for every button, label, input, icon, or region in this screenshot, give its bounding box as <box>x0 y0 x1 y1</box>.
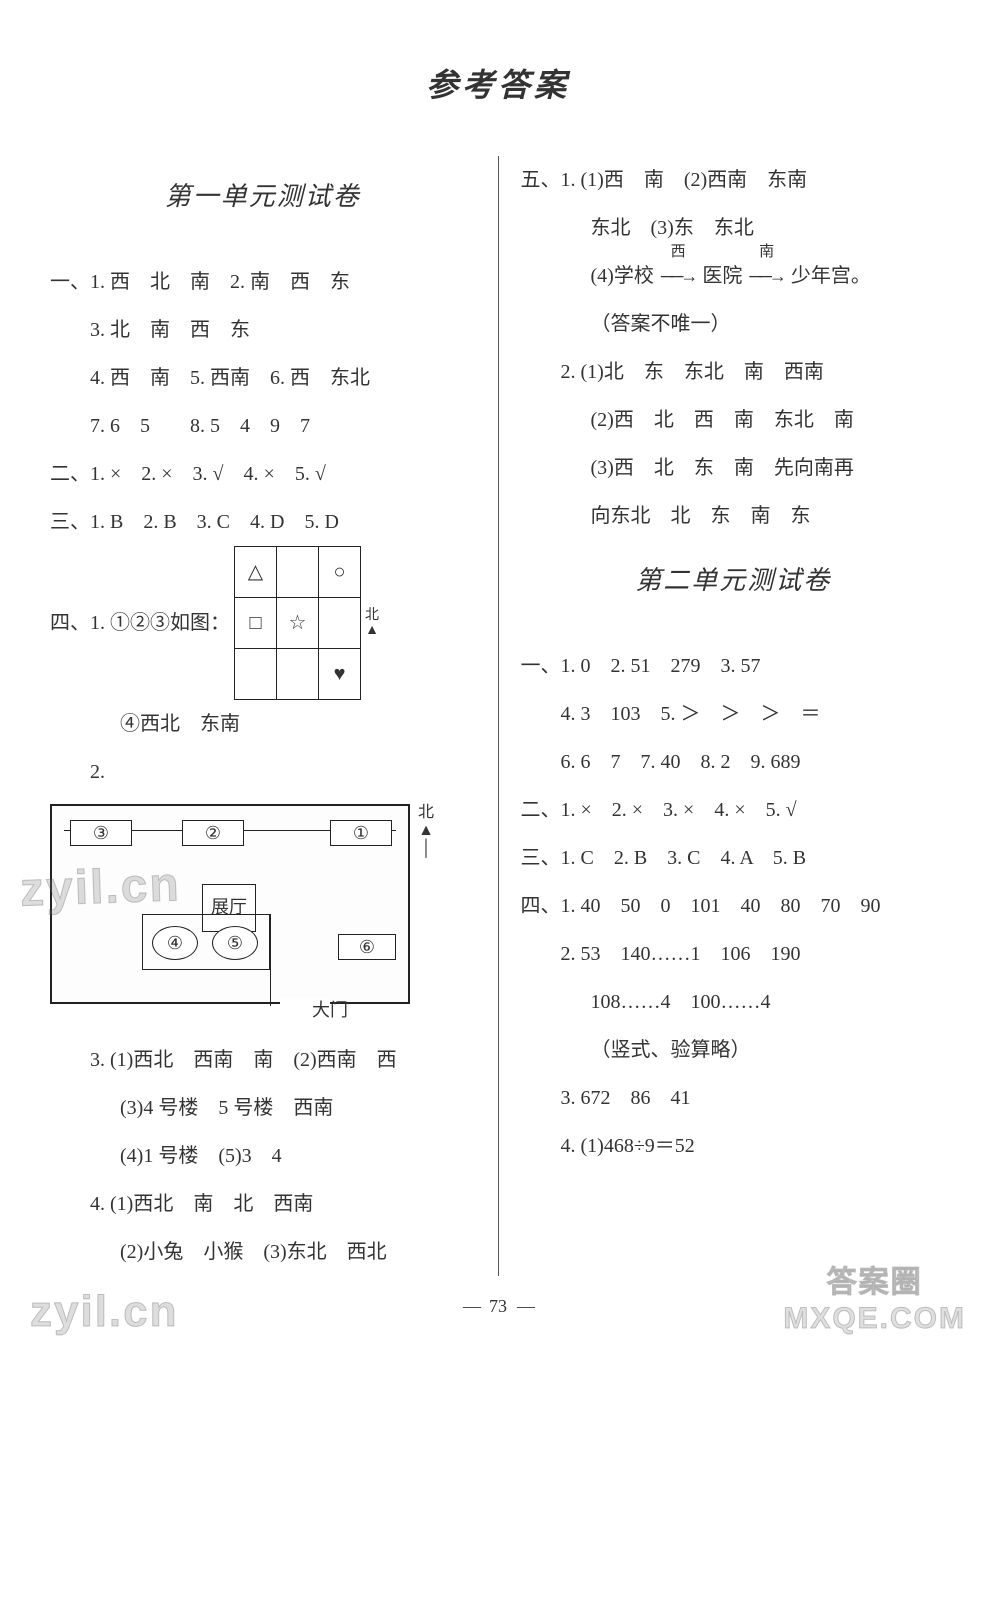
north-icon: 北▲ <box>365 608 379 639</box>
u2-s1c: 6. 6 7 7. 40 8. 2 9. 689 <box>521 738 947 786</box>
page: 参考答案 第一单元测试卷 一、1. 西 北 南 2. 南 西 东 3. 北 南 … <box>0 0 996 1357</box>
u2-s1a: 一、1. 0 2. 51 279 3. 57 <box>521 642 947 690</box>
u1-s4-q4a: 4. (1)西北 南 北 西南 <box>50 1180 476 1228</box>
fp-box-3: ③ <box>70 820 132 846</box>
text: (4)学校 <box>591 265 654 287</box>
u1-s1-l2: 3. 北 南 西 东 <box>50 306 476 354</box>
arrow-label: 西 <box>671 234 686 270</box>
fp-wall <box>270 914 271 1006</box>
u1-s5-q2a: 2. (1)北 东 东北 南 西南 <box>521 348 947 396</box>
u1-s1-l4: 7. 6 5 8. 5 4 9 7 <box>50 402 476 450</box>
u1-s5-l2: 东北 (3)东 东北 <box>521 204 947 252</box>
u2-s1b: 4. 3 103 5. ＞ ＞ ＞ ＝ <box>521 690 947 738</box>
fp-gate-label: 大门 <box>312 989 348 1032</box>
grid-cell <box>319 598 361 649</box>
u1-s4-lead: 四、1. ①②③如图： <box>50 599 230 647</box>
grid-cell <box>277 649 319 700</box>
u1-s5-q2d: 向东北 北 东 南 东 <box>521 492 947 540</box>
u1-s3: 三、1. B 2. B 3. C 4. D 5. D <box>50 498 476 546</box>
u2-s4d: （竖式、验算略） <box>521 1026 947 1074</box>
unit1-title: 第一单元测试卷 <box>50 166 476 228</box>
grid-cell <box>235 649 277 700</box>
u1-s5-l1: 五、1. (1)西 南 (2)西南 东南 <box>521 156 947 204</box>
arrow-label: 南 <box>759 234 774 270</box>
north-label: 北 <box>418 804 434 821</box>
u1-s4-4b: ④西北 东南 <box>50 700 476 748</box>
u2-s4c: 108……4 100……4 <box>521 978 947 1026</box>
u2-s4b: 2. 53 140……1 106 190 <box>521 930 947 978</box>
u1-s2: 二、1. × 2. × 3. √ 4. × 5. √ <box>50 450 476 498</box>
unit2-title: 第二单元测试卷 <box>521 550 947 612</box>
u1-s5-q2c: (3)西 北 东 南 先向南再 <box>521 444 947 492</box>
fp-box-1: ① <box>330 820 392 846</box>
u1-s4-q3b: (3)4 号楼 5 号楼 西南 <box>50 1084 476 1132</box>
u2-s4f: 4. (1)468÷9＝52 <box>521 1122 947 1170</box>
grid-cell: ☆ <box>277 598 319 649</box>
arrow-west: 西 ──→ <box>661 252 696 300</box>
answer-grid: △ ○ □ ☆ ♥ <box>234 546 361 700</box>
page-number: 73 <box>50 1296 946 1317</box>
grid-cell <box>277 547 319 598</box>
u1-s1-l3: 4. 西 南 5. 西南 6. 西 东北 <box>50 354 476 402</box>
u1-s4-q3a: 3. (1)西北 西南 南 (2)西南 西 <box>50 1036 476 1084</box>
fp-box-6: ⑥ <box>338 934 396 960</box>
u1-s4-q4b: (2)小兔 小猴 (3)东北 西北 <box>50 1228 476 1276</box>
grid-cell: ♥ <box>319 649 361 700</box>
right-column: 五、1. (1)西 南 (2)西南 东南 东北 (3)东 东北 (4)学校 西 … <box>503 156 947 1276</box>
u2-s4e: 3. 672 86 41 <box>521 1074 947 1122</box>
u1-s5-l3: (4)学校 西 ──→ 医院 南 ──→ 少年宫。 <box>521 252 947 300</box>
columns: 第一单元测试卷 一、1. 西 北 南 2. 南 西 东 3. 北 南 西 东 4… <box>50 156 946 1276</box>
north-icon: 北▲│ <box>418 804 434 857</box>
grid-cell: △ <box>235 547 277 598</box>
spacer <box>50 1010 476 1036</box>
page-title: 参考答案 <box>50 60 946 106</box>
u1-s4-q3c: (4)1 号楼 (5)3 4 <box>50 1132 476 1180</box>
floorplan-wrap: ③ ② ① 展厅 ④ ⑤ ⑥ 大门 北▲│ <box>50 804 476 1004</box>
text: 医院 <box>702 265 742 287</box>
u2-s4a: 四、1. 40 50 0 101 40 80 70 90 <box>521 882 947 930</box>
grid-cell: □ <box>235 598 277 649</box>
u1-s5-q2b: (2)西 北 西 南 东北 南 <box>521 396 947 444</box>
fp-stand <box>142 914 270 970</box>
grid-cell: ○ <box>319 547 361 598</box>
arrow-south: 南 ──→ <box>749 252 784 300</box>
u1-s1-l1: 一、1. 西 北 南 2. 南 西 东 <box>50 258 476 306</box>
u2-s3: 三、1. C 2. B 3. C 4. A 5. B <box>521 834 947 882</box>
u2-s2: 二、1. × 2. × 3. × 4. × 5. √ <box>521 786 947 834</box>
floorplan: ③ ② ① 展厅 ④ ⑤ ⑥ 大门 <box>50 804 410 1004</box>
u1-s5-l4: （答案不唯一） <box>521 300 947 348</box>
text: 少年宫。 <box>791 265 871 287</box>
u1-s4-grid-row: 四、1. ①②③如图： △ ○ □ ☆ ♥ <box>50 546 476 700</box>
u1-s4-2lead: 2. <box>50 748 476 796</box>
fp-box-2: ② <box>182 820 244 846</box>
column-divider <box>498 156 499 1276</box>
left-column: 第一单元测试卷 一、1. 西 北 南 2. 南 西 东 3. 北 南 西 东 4… <box>50 156 494 1276</box>
north-label: 北 <box>365 608 379 623</box>
